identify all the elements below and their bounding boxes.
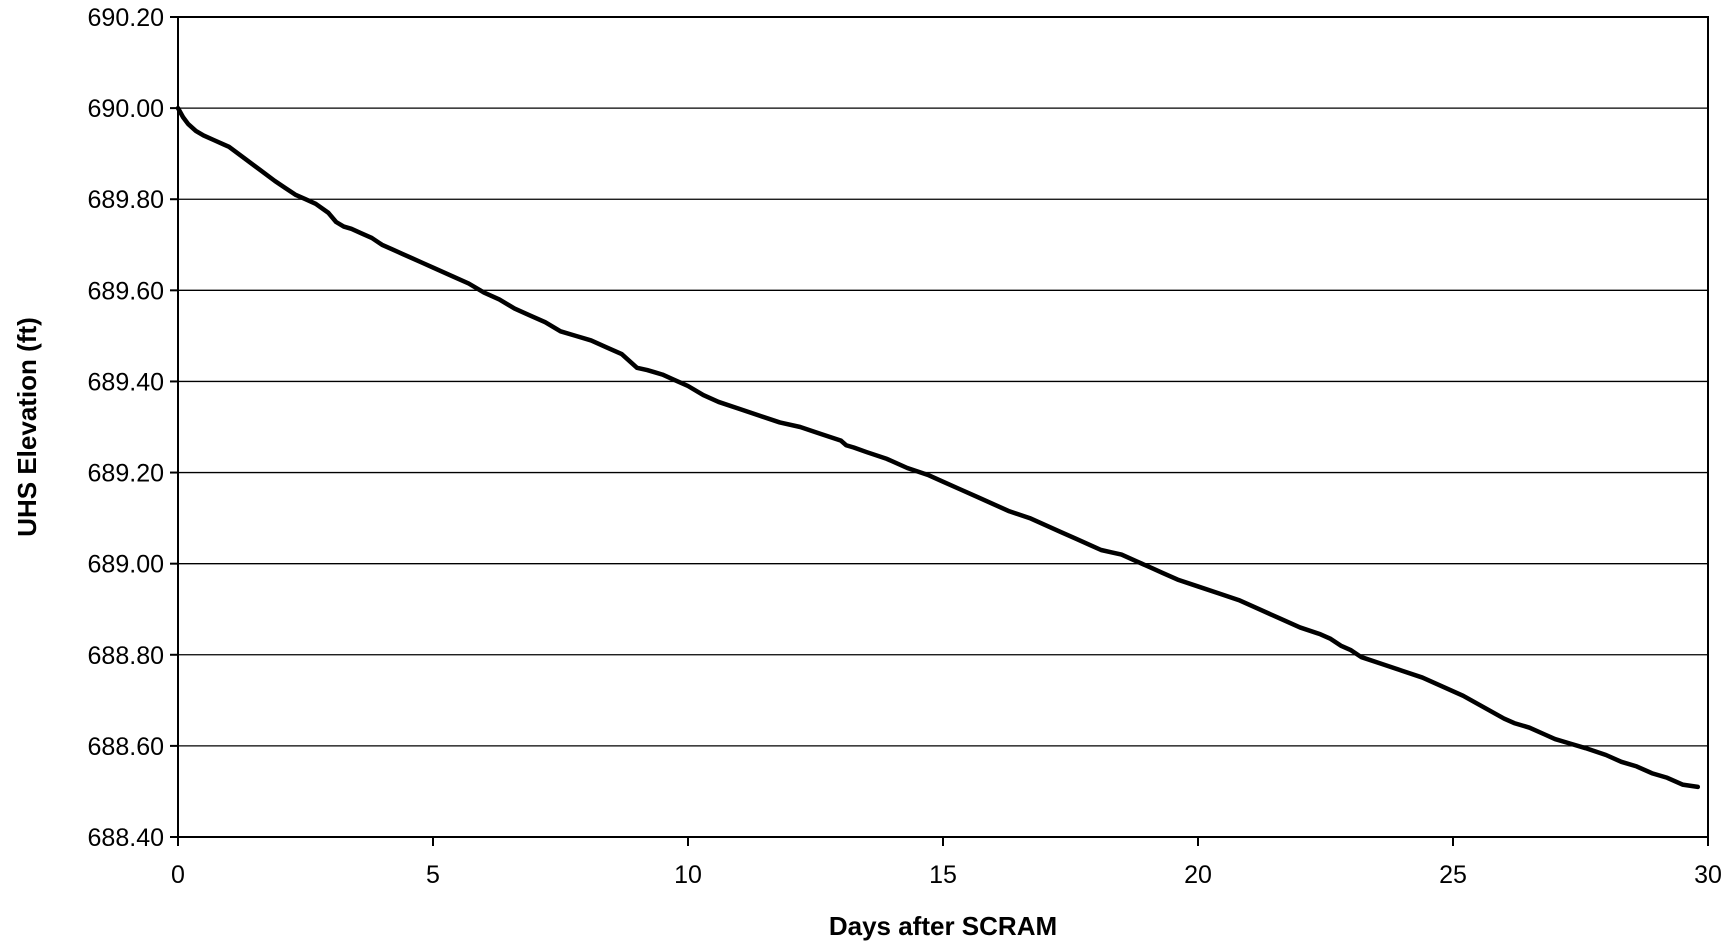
series-line [175, 105, 1701, 790]
x-axis-title: Days after SCRAM [829, 911, 1057, 941]
x-tick-label: 30 [1694, 861, 1722, 889]
y-tick-label: 689.60 [88, 277, 164, 305]
x-tick-label: 5 [426, 861, 440, 889]
y-tick-label: 689.20 [88, 460, 164, 488]
y-tick-label: 690.20 [88, 4, 164, 32]
axes [170, 16, 1709, 846]
x-tick-label: 0 [171, 861, 185, 889]
y-tick-labels: 688.40 688.60 688.80 689.00 689.20 689.40 689.… [88, 4, 164, 852]
y-tick-label: 688.60 [88, 733, 164, 761]
x-tick-labels: 0 5 10 15 20 25 30 [171, 861, 1722, 889]
y-tick-label: 689.40 [88, 368, 164, 396]
x-tick-label: 15 [929, 861, 957, 889]
x-tick-label: 25 [1439, 861, 1467, 889]
x-tick-label: 10 [674, 861, 702, 889]
y-tick-label: 689.80 [88, 186, 164, 214]
y-tick-label: 689.00 [88, 551, 164, 579]
y-tick-label: 688.40 [88, 824, 164, 852]
y-tick-label: 688.80 [88, 642, 164, 670]
plot-area [177, 16, 1709, 838]
x-tick-label: 20 [1184, 861, 1212, 889]
y-tick-label: 690.00 [88, 95, 164, 123]
gridlines [178, 107, 1708, 747]
y-axis-title: UHS Elevation (ft) [12, 317, 42, 537]
